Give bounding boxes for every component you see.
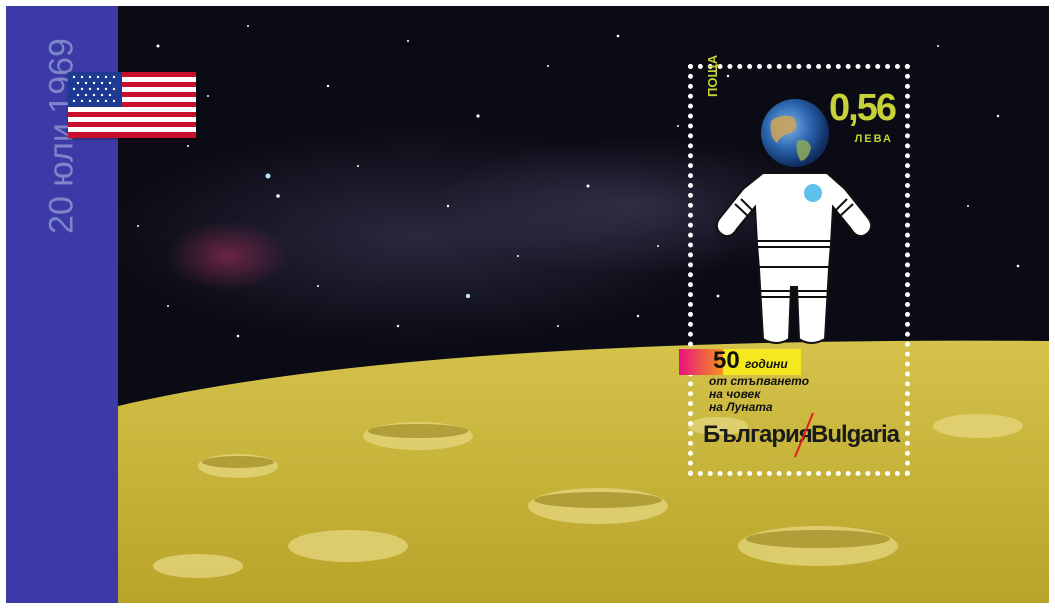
astronaut-icon (715, 99, 873, 344)
country-name-english: Bulgaria (811, 421, 900, 448)
caption-line: на Луната (709, 400, 773, 414)
us-flag-icon (68, 72, 196, 138)
anniversary-number: 50 (713, 347, 740, 374)
spacesuit (715, 172, 873, 344)
moon-scene (98, 6, 1049, 603)
country-name-bulgarian: България (703, 421, 813, 448)
caption-line: от стъпването (709, 374, 810, 388)
stars (137, 25, 1020, 338)
denomination: 0,56 (829, 87, 897, 129)
slash-divider (794, 412, 814, 458)
souvenir-sheet: 20 юли 1969 (6, 6, 1049, 603)
anniversary-banner: 50 години (679, 347, 801, 375)
banner-gradient (679, 349, 723, 375)
caption-line: на човек (709, 387, 761, 401)
earth-icon (761, 99, 829, 167)
currency-label: ЛЕВА (854, 133, 893, 145)
anniversary-word: години (745, 357, 788, 371)
space-and-moon-illustration (98, 6, 1049, 603)
postage-stamp: ПОЩА 0,56 ЛЕВА 50 години от стъпването (679, 55, 910, 476)
caption: от стъпването на човек на Луната (709, 375, 809, 414)
crater-shadows (202, 424, 890, 548)
